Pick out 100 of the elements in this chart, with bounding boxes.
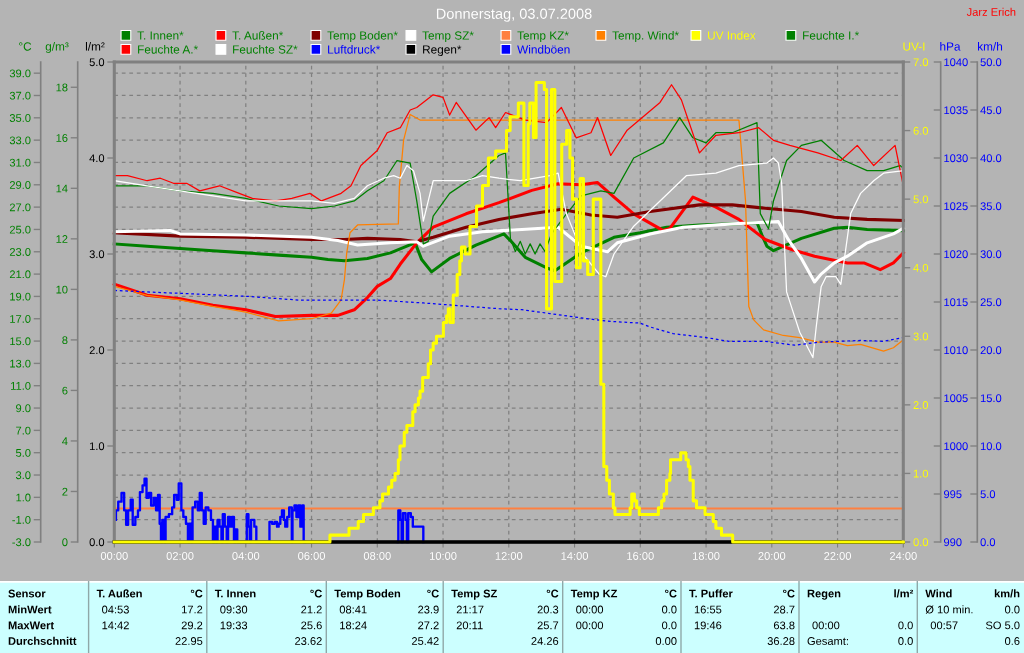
legend-label: Temp. Wind* bbox=[612, 31, 679, 43]
y2-tick-label: 1015 bbox=[944, 298, 968, 307]
text: 19:33 bbox=[220, 621, 248, 630]
text: 24.26 bbox=[531, 637, 559, 645]
y2-tick-label: 1005 bbox=[944, 394, 968, 403]
text: 00:00 bbox=[812, 621, 840, 630]
text: Gesamt: bbox=[807, 637, 848, 645]
text: T. Puffer bbox=[689, 589, 733, 598]
y-tick-label: 15.0 bbox=[10, 337, 31, 346]
y2-tick-label: 12 bbox=[56, 235, 68, 243]
y2-tick-label: 1010 bbox=[944, 346, 968, 355]
y-tick-label: 25.0 bbox=[9, 225, 31, 234]
text: 21.2 bbox=[301, 605, 322, 614]
text: 00:00 bbox=[576, 621, 604, 630]
y3-tick-label: 2.0 bbox=[89, 346, 105, 355]
y-tick-label: 3.0 bbox=[15, 471, 31, 480]
y3-tick-label: 10.0 bbox=[980, 442, 1002, 451]
text: 23.62 bbox=[295, 637, 322, 645]
text: 36.28 bbox=[767, 637, 795, 645]
text: 20.3 bbox=[537, 605, 559, 614]
x-tick-label: 12:00 bbox=[495, 552, 523, 560]
y-tick-label: 21.0 bbox=[9, 270, 31, 279]
text: MaxWert bbox=[8, 621, 54, 630]
legend-label: Temp KZ* bbox=[517, 31, 569, 43]
y-tick-label: 37.0 bbox=[9, 91, 31, 100]
y2-tick-label: 10 bbox=[56, 285, 68, 294]
y-axis-title: UV-I bbox=[903, 42, 925, 51]
text: 19:46 bbox=[694, 621, 722, 630]
y-tick-label: 29.0 bbox=[9, 181, 31, 189]
line-series bbox=[113, 157, 904, 359]
y-tick-label: 23.0 bbox=[9, 248, 31, 256]
y3-tick-label: 50.0 bbox=[980, 58, 1002, 67]
legend-label: T. Außen* bbox=[232, 31, 284, 40]
text: 29.2 bbox=[181, 621, 203, 630]
text: 0.0 bbox=[898, 637, 913, 645]
text: °C bbox=[783, 589, 795, 598]
y2-tick-label: 18 bbox=[56, 83, 68, 92]
text: UV Index bbox=[708, 31, 756, 40]
text: Ø 10 min. bbox=[925, 605, 973, 614]
text: 0.0 bbox=[1004, 605, 1020, 614]
y-tick-label: 9.0 bbox=[16, 404, 31, 413]
y-tick-label: 0.0 bbox=[913, 538, 929, 547]
y-tick-label: 2.0 bbox=[913, 401, 929, 409]
text: 25.7 bbox=[537, 621, 559, 630]
y-tick-label: 1.0 bbox=[913, 469, 929, 478]
text: 00:57 bbox=[930, 621, 958, 630]
y2-tick-label: 0 bbox=[62, 538, 68, 547]
text: 20:11 bbox=[456, 621, 483, 630]
x-tick-label: 08:00 bbox=[363, 552, 391, 560]
line-series bbox=[113, 113, 904, 352]
y2-tick-label: 2 bbox=[62, 487, 68, 496]
text: km/h bbox=[994, 589, 1020, 598]
text: 23.9 bbox=[418, 605, 439, 614]
y2-tick-label: 14 bbox=[56, 184, 68, 193]
text: Sensor bbox=[8, 589, 46, 598]
legend-label: Feuchte A.* bbox=[138, 45, 198, 54]
text: 27.2 bbox=[418, 621, 439, 630]
text: Regen bbox=[807, 589, 841, 600]
y2-axis-title: hPa bbox=[940, 42, 961, 51]
y3-tick-label: 3.0 bbox=[89, 250, 105, 259]
text: 28.7 bbox=[773, 605, 795, 614]
y-tick-label: 35.0 bbox=[9, 114, 31, 122]
text: SO 5.0 bbox=[985, 621, 1020, 630]
text: 17.2 bbox=[182, 605, 203, 614]
y-tick-label: -1.0 bbox=[12, 515, 31, 524]
text: Durchschnitt bbox=[8, 636, 77, 645]
text: 0.6 bbox=[1004, 637, 1020, 645]
x-tick-label: 14:00 bbox=[561, 552, 589, 560]
y3-axis-title: km/h bbox=[978, 42, 1003, 51]
x-tick-label: 24:00 bbox=[889, 552, 917, 560]
text: Wind bbox=[925, 589, 952, 598]
y-tick-label: 27.0 bbox=[9, 203, 31, 212]
text: °C bbox=[665, 589, 677, 598]
text: 0.0 bbox=[661, 605, 677, 614]
y-tick-label: 7.0 bbox=[16, 426, 31, 435]
y2-tick-label: 995 bbox=[944, 490, 962, 499]
text: 25.6 bbox=[301, 621, 322, 630]
text: °C bbox=[310, 589, 322, 598]
x-tick-label: 02:00 bbox=[166, 552, 194, 560]
legend-label: Feuchte SZ* bbox=[233, 45, 298, 54]
x-tick-label: 16:00 bbox=[627, 552, 654, 560]
text: 00:00 bbox=[576, 605, 604, 614]
y-tick-label: 11.0 bbox=[11, 381, 31, 390]
y3-tick-label: 35.0 bbox=[980, 202, 1002, 211]
legend-label: Temp Boden* bbox=[327, 31, 398, 43]
y-axis-title: °C bbox=[19, 42, 32, 51]
y2-tick-label: 1030 bbox=[944, 154, 968, 163]
y-tick-label: 5.0 bbox=[15, 448, 31, 457]
x-tick-label: 06:00 bbox=[298, 552, 326, 560]
x-tick-label: 10:00 bbox=[430, 552, 457, 560]
y3-tick-label: 20.0 bbox=[980, 346, 1002, 355]
text: 22.95 bbox=[175, 637, 203, 645]
y-tick-label: 6.0 bbox=[913, 126, 929, 135]
text: 18:24 bbox=[340, 621, 367, 630]
text: T. Außen bbox=[96, 589, 142, 598]
y-tick-label: 3.0 bbox=[913, 332, 929, 341]
y2-tick-label: 1040 bbox=[944, 58, 968, 67]
x-tick-label: 20:00 bbox=[758, 552, 786, 560]
y-tick-label: 33.0 bbox=[9, 136, 31, 145]
text: 16:55 bbox=[694, 605, 722, 614]
